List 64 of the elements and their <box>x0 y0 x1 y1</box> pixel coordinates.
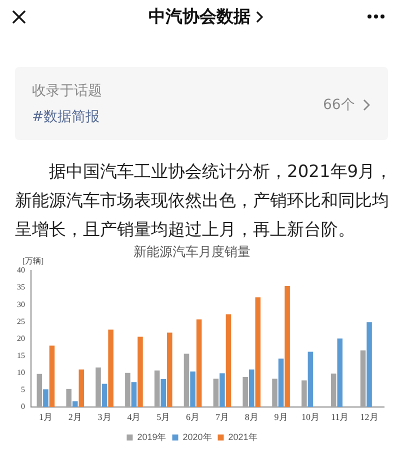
y-tick-label: 20 <box>17 334 25 343</box>
bar <box>272 378 278 407</box>
bar <box>49 346 55 407</box>
y-tick-label: 5 <box>21 385 25 394</box>
x-tick-label: 1月 <box>38 412 52 422</box>
bar <box>330 374 336 407</box>
bar <box>248 369 254 407</box>
x-tick-label: 8月 <box>244 412 258 422</box>
bar <box>278 358 284 407</box>
bar <box>36 374 42 407</box>
bar <box>284 286 290 407</box>
y-tick-label: 10 <box>17 368 25 377</box>
bar <box>196 319 202 407</box>
text: 收录于话题 <box>32 82 102 101</box>
x-tick-label: 9月 <box>274 412 288 422</box>
x-tick-label: 11月 <box>331 412 349 422</box>
text: 中汽协会数据 <box>148 7 250 27</box>
bar <box>167 332 172 407</box>
x-tick-label: 7月 <box>215 412 229 422</box>
y-tick-label: 0 <box>21 402 25 412</box>
bar <box>160 379 166 407</box>
bar <box>66 388 72 407</box>
y-tick-label: 30 <box>17 300 25 309</box>
bar <box>131 382 137 407</box>
bar <box>125 372 130 407</box>
x-tick-label: 5月 <box>156 412 170 422</box>
legend-label: 2020年 <box>182 432 212 442</box>
bar <box>255 297 261 407</box>
text: #数据简报 <box>32 108 100 127</box>
x-tick-label: 4月 <box>127 412 141 422</box>
bar <box>360 350 366 407</box>
bar <box>72 401 78 407</box>
y-tick-label: 40 <box>17 266 25 275</box>
legend-label: 2021年 <box>228 432 258 442</box>
y-tick-label: 15 <box>17 350 25 360</box>
bar <box>366 322 372 407</box>
bar <box>213 378 219 407</box>
x-tick-label: 6月 <box>186 412 200 422</box>
chart-title: 新能源汽车月度销量 <box>134 244 250 260</box>
bar <box>138 336 143 407</box>
y-tick-label: 35 <box>17 282 25 292</box>
y-tick-label: 25 <box>17 316 25 326</box>
bar <box>308 352 314 407</box>
bar <box>102 384 108 407</box>
x-tick-label: 12月 <box>360 412 378 422</box>
bar <box>184 354 190 407</box>
x-tick-label: 2月 <box>68 412 82 422</box>
bar <box>226 314 232 407</box>
legend-label: 2019年 <box>137 432 166 442</box>
text: 据中国汽车工业协会统计分析，2021年9月，新能源汽车市场表现依然出色，产销环比和同比均呈增长，且产销量均超过上月，再上新台阶。 <box>15 161 393 242</box>
bar <box>108 330 114 407</box>
text: 66个 <box>323 96 355 115</box>
bar <box>190 372 196 407</box>
bar <box>78 369 84 407</box>
x-tick-label: 10月 <box>301 412 320 422</box>
bar <box>302 380 307 407</box>
y-axis-title: [万辆] <box>22 256 44 266</box>
bar <box>337 338 343 407</box>
bar <box>96 367 101 407</box>
bar <box>154 370 160 407</box>
bar <box>242 376 248 407</box>
x-tick-label: 3月 <box>98 412 112 422</box>
bar <box>220 373 225 407</box>
bar <box>43 389 48 407</box>
